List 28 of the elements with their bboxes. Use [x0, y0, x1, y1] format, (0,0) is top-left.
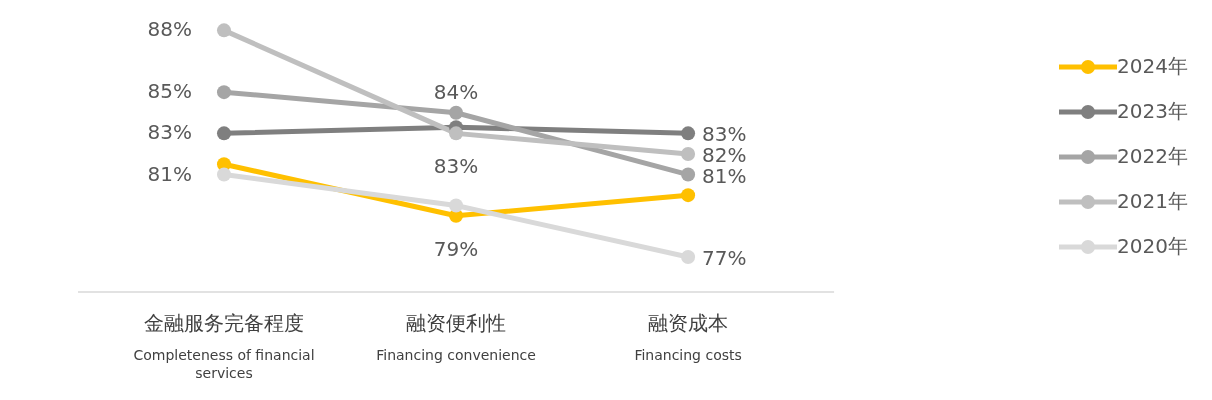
point	[681, 249, 696, 264]
data-label: 85%	[147, 79, 192, 104]
point	[449, 126, 464, 141]
data-label: 83%	[433, 154, 479, 179]
point	[217, 85, 231, 100]
x-tick-label: 金融服务完备程度 Completeness of financial services	[133, 311, 315, 381]
legend-label: 2023年	[1117, 98, 1188, 125]
point	[217, 167, 231, 182]
legend-label: 2020年	[1117, 233, 1188, 260]
point	[449, 198, 464, 213]
x-tick-label: 融资便利性 Financing convenience	[376, 311, 536, 363]
x-tick-label: 融资成本 Financing costs	[634, 311, 742, 363]
data-label: 88%	[147, 17, 192, 42]
legend-label: 2021年	[1117, 188, 1188, 215]
point	[681, 188, 696, 203]
data-label: 84%	[433, 79, 479, 104]
legend-label: 2024年	[1117, 53, 1188, 80]
point	[217, 126, 231, 141]
point	[449, 105, 464, 120]
point	[217, 23, 231, 38]
point	[681, 146, 696, 161]
data-label: 81%	[147, 161, 192, 186]
data-label: 83%	[147, 120, 192, 145]
point	[681, 126, 696, 141]
legend-label: 2022年	[1117, 143, 1188, 170]
data-label: 77%	[702, 245, 747, 270]
point	[681, 167, 696, 182]
data-label: 79%	[433, 236, 479, 261]
